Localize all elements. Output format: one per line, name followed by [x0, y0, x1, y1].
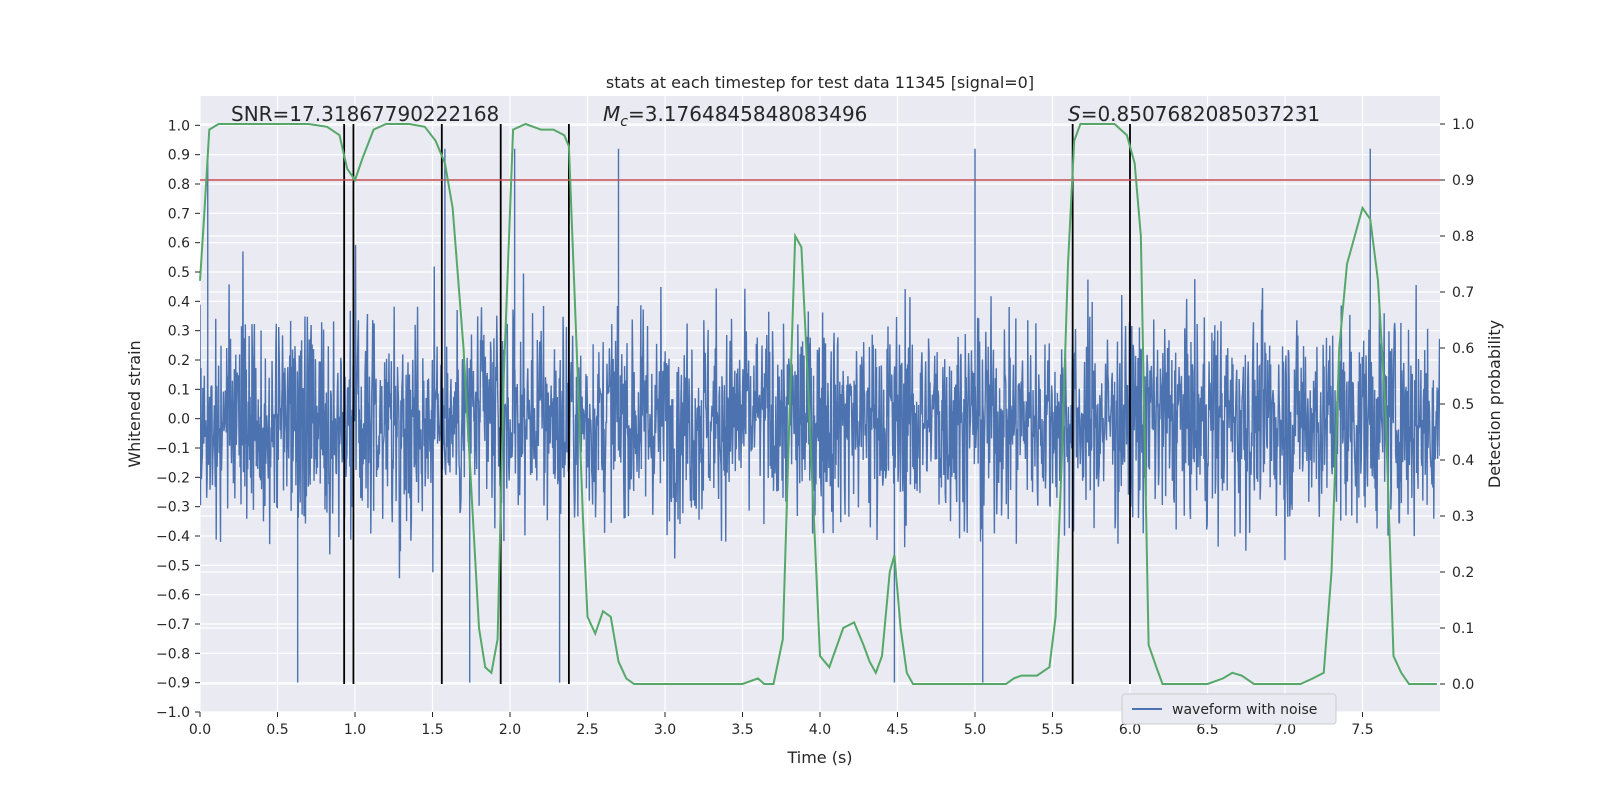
y-left-tick-label: 0.3: [168, 324, 190, 340]
x-tick-label: 0.0: [189, 722, 211, 738]
x-tick-label: 6.0: [1119, 722, 1141, 738]
waveform-line: [200, 244, 1440, 579]
x-tick-label: 1.0: [344, 722, 366, 738]
y-right-tick-label: 0.0: [1452, 677, 1474, 693]
vertical-markers: [343, 124, 1131, 684]
x-tick-label: 7.5: [1351, 722, 1373, 738]
y-left-tick-label: 0.2: [168, 353, 190, 369]
legend: waveform with noise: [1121, 693, 1337, 725]
x-tick-label: 4.5: [886, 722, 908, 738]
x-tick-label: 5.5: [1041, 722, 1063, 738]
x-tick-label: 1.5: [421, 722, 443, 738]
y-left-tick-label: 0.5: [168, 265, 190, 281]
y-left-tick-label: −0.3: [156, 500, 190, 516]
y-right-tick-label: 1.0: [1452, 117, 1474, 133]
y-right-tick-label: 0.1: [1452, 621, 1474, 637]
y-right-tick-label: 0.3: [1452, 509, 1474, 525]
x-tick-label: 3.0: [654, 722, 676, 738]
y-right-axis-label: Detection probability: [1485, 320, 1504, 488]
x-tick-label: 2.5: [576, 722, 598, 738]
annotations: SNR=17.31867790222168 Mc=3.17648458480834…: [231, 102, 1320, 130]
x-tick-label: 3.5: [731, 722, 753, 738]
y-left-tick-label: −0.4: [156, 529, 190, 545]
x-tick-label: 5.0: [964, 722, 986, 738]
y-right-tick-label: 0.4: [1452, 453, 1474, 469]
y-left-tick-label: −0.5: [156, 558, 190, 574]
y-right-tick-label: 0.7: [1452, 285, 1474, 301]
y-left-tick-label: −1.0: [156, 705, 190, 721]
y-left-tick-label: 0.1: [168, 382, 190, 398]
probability-line: [199, 122, 1437, 685]
y-right-tick-label: 0.2: [1452, 565, 1474, 581]
chart-title: stats at each timestep for test data 113…: [606, 73, 1034, 92]
x-axis-ticks: 0.0 0.5 1.0 1.5 2.0 2.5 3.0 3.5 4.0 4.5 5.0 5.5 6.0 6…: [189, 712, 1374, 738]
y-left-axis-label: Whitened strain: [125, 340, 144, 467]
y-left-tick-label: 0.7: [168, 206, 190, 222]
y-left-tick-label: 0.8: [168, 177, 190, 193]
y-left-tick-label: 1.0: [168, 118, 190, 134]
legend-entry: waveform with noise: [1172, 702, 1317, 718]
y-right-tick-label: 0.8: [1452, 229, 1474, 245]
y-left-tick-label: −0.7: [156, 617, 190, 633]
x-axis-label: Time (s): [786, 748, 852, 767]
y-left-tick-label: −0.6: [156, 588, 190, 604]
x-tick-label: 4.0: [809, 722, 831, 738]
y-left-tick-label: −0.1: [156, 441, 190, 457]
y-left-tick-label: −0.2: [156, 470, 190, 486]
y-left-tick-label: −0.8: [156, 646, 190, 662]
y-left-axis-ticks: −1.0 −0.9 −0.8 −0.7 −0.6 −0.5 −0.4 −0.3 −0.2 −0.1…: [156, 118, 200, 721]
x-tick-label: 0.5: [266, 722, 288, 738]
y-left-tick-label: 0.6: [168, 236, 190, 252]
y-left-tick-label: 0.9: [168, 148, 190, 164]
y-right-tick-label: 0.5: [1452, 397, 1474, 413]
x-tick-label: 6.5: [1196, 722, 1218, 738]
annotation-label: S=0.8507682085037231: [1068, 102, 1320, 126]
y-left-tick-label: 0.4: [168, 294, 190, 310]
annotation-label: SNR=17.31867790222168: [231, 102, 499, 126]
legend-box: [1121, 693, 1337, 725]
waveform-series: [200, 148, 1440, 683]
x-tick-label: 2.0: [499, 722, 521, 738]
y-left-tick-label: −0.9: [156, 676, 190, 692]
y-left-tick-label: 0.0: [168, 412, 190, 428]
y-right-tick-label: 0.6: [1452, 341, 1474, 357]
annotation-label: Mc=3.1764845848083496: [603, 102, 867, 130]
y-right-tick-label: 0.9: [1452, 173, 1474, 189]
x-tick-label: 7.0: [1274, 722, 1296, 738]
y-right-axis-ticks: 0.0 0.1 0.2 0.3 0.4 0.5 0.6 0.7 0.8 0.9 1.0: [1440, 117, 1474, 693]
